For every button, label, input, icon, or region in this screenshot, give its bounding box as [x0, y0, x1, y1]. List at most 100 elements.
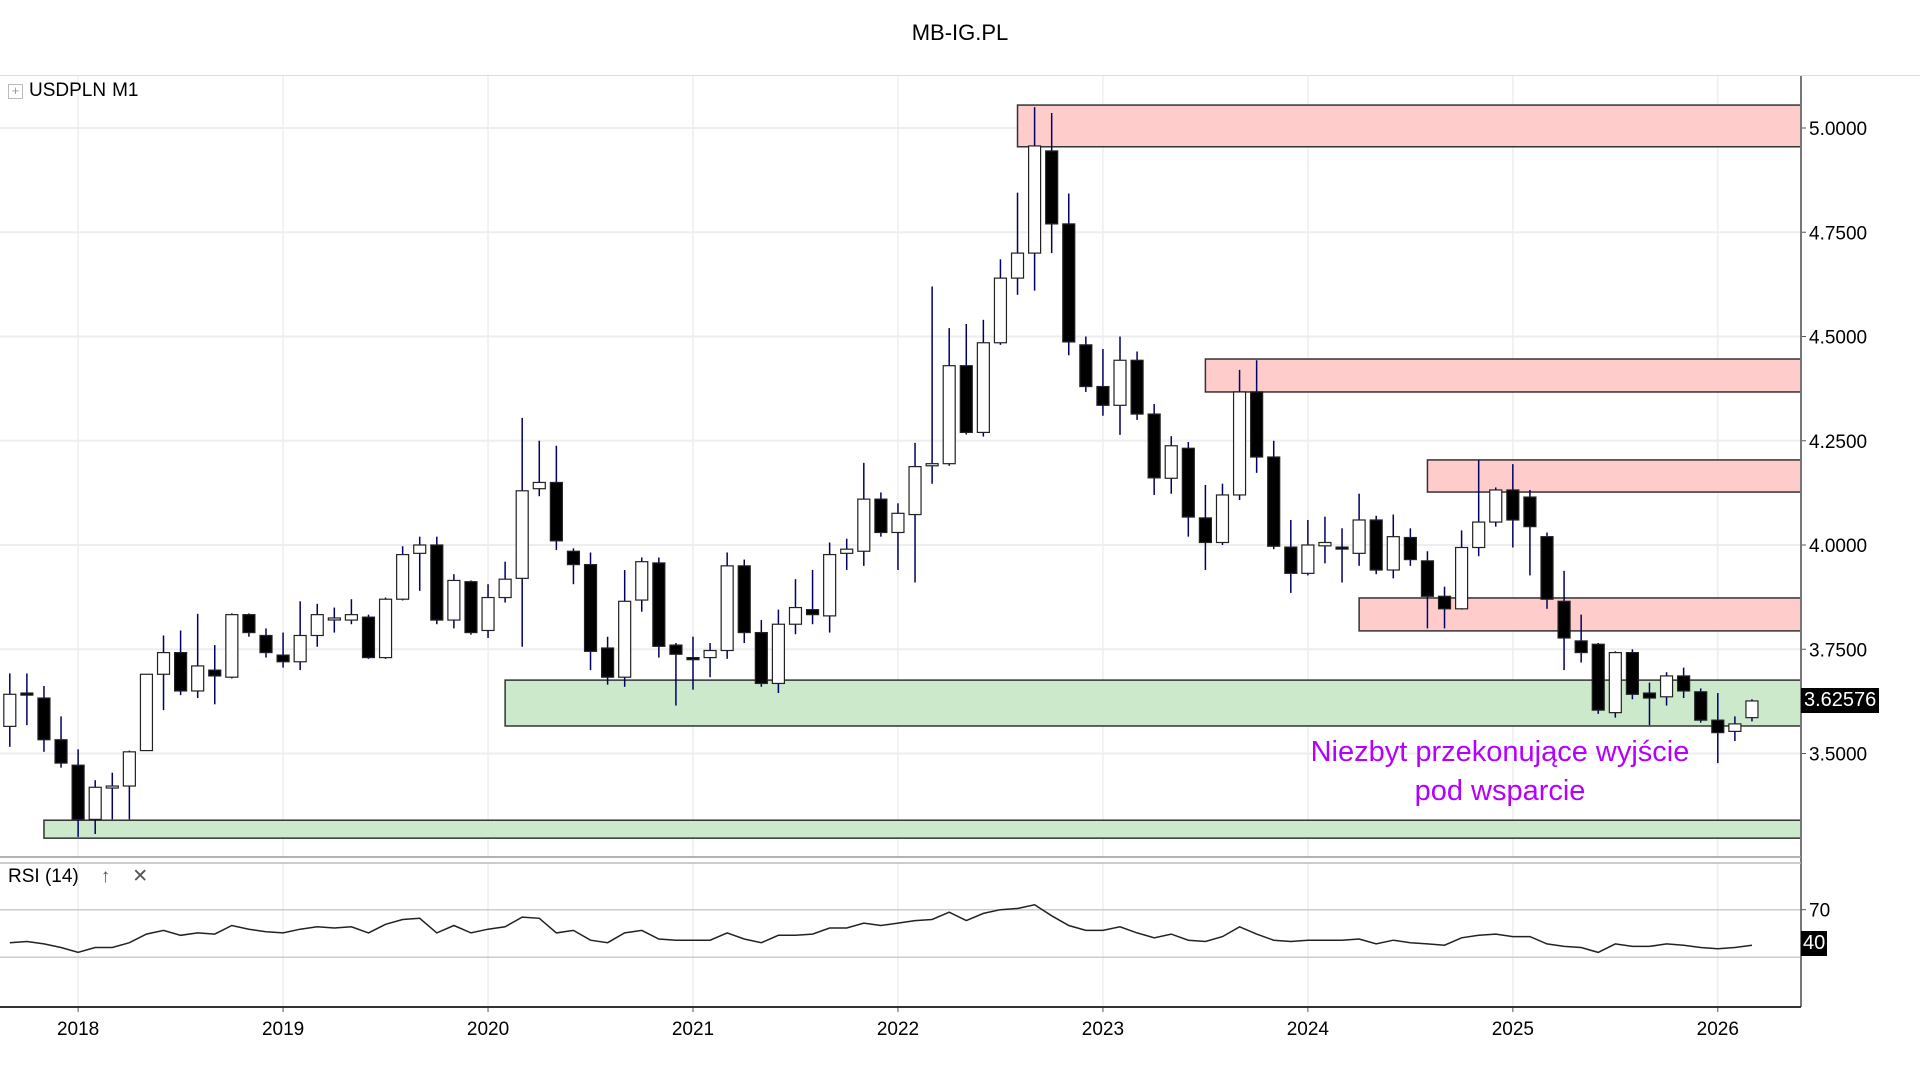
candle-body: [1745, 700, 1759, 719]
candle-body: [1403, 536, 1417, 561]
rsi-pane: [0, 904, 1801, 959]
candle-body: [1352, 519, 1366, 554]
candle-body: [788, 606, 803, 625]
price-tick-label: 4.7500: [1809, 223, 1867, 244]
support-zone: [504, 679, 1802, 727]
candle-body: [1677, 675, 1691, 692]
candle-body: [1728, 723, 1742, 732]
candle-body: [908, 466, 922, 516]
candle-body: [293, 634, 307, 663]
candle-body: [259, 634, 273, 654]
candle-body: [1711, 719, 1725, 734]
candle-body: [1506, 489, 1520, 521]
candle-body: [1301, 544, 1315, 574]
candle-body: [344, 614, 358, 621]
price-tick-label: 3.5000: [1809, 745, 1867, 766]
rsi-line: [9, 904, 1753, 954]
price-tick-label: 4.2500: [1809, 432, 1867, 453]
candle-body: [361, 616, 376, 659]
time-tick-label: 2020: [467, 1019, 509, 1040]
candle-body: [481, 596, 495, 632]
candle-body: [1062, 223, 1076, 343]
candle-body: [1232, 391, 1247, 496]
rsi-value-tag: 40: [1801, 931, 1828, 956]
candle-body: [600, 647, 615, 678]
time-tick-label: 2025: [1492, 1019, 1534, 1040]
plus-box-icon[interactable]: +: [8, 83, 23, 99]
candlestick-series: [3, 107, 1759, 837]
rsi-label: RSI (14): [8, 865, 79, 887]
axes: 5.0000 4.7500 4.5000 4.2500 4.0000 3.7500 3.50…: [0, 76, 1867, 1040]
candle-body: [1694, 691, 1708, 721]
close-icon[interactable]: ✕: [132, 866, 149, 887]
candle-body: [1574, 640, 1588, 654]
annotation-line-2: pod wsparcie: [1414, 775, 1586, 807]
candle-body: [1096, 385, 1110, 406]
candle-body: [447, 579, 461, 621]
candle-body: [208, 669, 222, 677]
candle-body: [1284, 546, 1298, 574]
candle-body: [1147, 413, 1161, 479]
price-tick-label: 3.7500: [1809, 640, 1867, 661]
time-tick-label: 2023: [1082, 1019, 1124, 1040]
candle-body: [532, 481, 546, 490]
candle-body: [1540, 536, 1554, 600]
candle-body: [1454, 546, 1469, 610]
candle-body: [1523, 496, 1537, 528]
candle-body: [378, 598, 393, 659]
candle-body: [413, 544, 427, 554]
candle-body: [191, 665, 205, 692]
resistance-zone: [1358, 597, 1802, 632]
candle-body: [1386, 536, 1400, 571]
candle-body: [105, 785, 119, 789]
candle-body: [1250, 391, 1264, 458]
candle-body: [3, 693, 17, 727]
candle-body: [754, 631, 768, 685]
candle-body: [925, 463, 939, 467]
candle-body: [959, 365, 973, 434]
candle-body: [88, 786, 102, 820]
resistance-zone: [1016, 104, 1802, 148]
candle-body: [1198, 517, 1213, 544]
candle-body: [1267, 456, 1281, 547]
support-zone: [43, 819, 1802, 839]
resistance-zone: [1426, 459, 1802, 493]
candle-body: [276, 654, 290, 663]
candle-body: [1130, 359, 1144, 415]
price-zones: [43, 104, 1802, 839]
candle-body: [464, 581, 478, 634]
candle-body: [1045, 150, 1059, 225]
candle-body: [737, 565, 751, 634]
time-tick-label: 2024: [1287, 1019, 1330, 1040]
candle-body: [242, 614, 256, 634]
arrow-up-icon[interactable]: ↑: [100, 865, 111, 887]
candle-body: [549, 481, 563, 542]
candle-body: [583, 563, 598, 652]
price-tick-label: 4.5000: [1809, 328, 1867, 349]
candle-body: [942, 365, 956, 465]
candle-body: [122, 751, 136, 787]
candle-body: [1079, 344, 1093, 388]
candle-body: [652, 562, 666, 647]
candle-body: [1420, 560, 1435, 597]
candle-body: [1113, 359, 1127, 406]
candle-body: [635, 561, 649, 601]
time-tick-label: 2021: [672, 1019, 714, 1040]
candle-body: [1181, 447, 1195, 518]
candle-body: [874, 498, 888, 534]
candle-body: [805, 609, 820, 616]
candle-body: [720, 565, 734, 652]
annotation-text: Niezbyt przekonujące wyjście pod wsparci…: [1260, 733, 1740, 811]
rsi-legend: RSI (14) ↑ ✕: [8, 865, 148, 888]
chart-legend: + USDPLN M1: [8, 80, 138, 102]
resistance-zone: [1204, 358, 1802, 393]
candle-body: [1489, 489, 1503, 523]
candle-body: [1472, 521, 1486, 549]
candle-body: [327, 617, 341, 621]
candle-body: [771, 623, 786, 685]
candle-body: [1591, 643, 1605, 711]
symbol-label: USDPLN: [29, 80, 107, 101]
candle-body: [618, 600, 632, 678]
candle-body: [1027, 145, 1042, 254]
